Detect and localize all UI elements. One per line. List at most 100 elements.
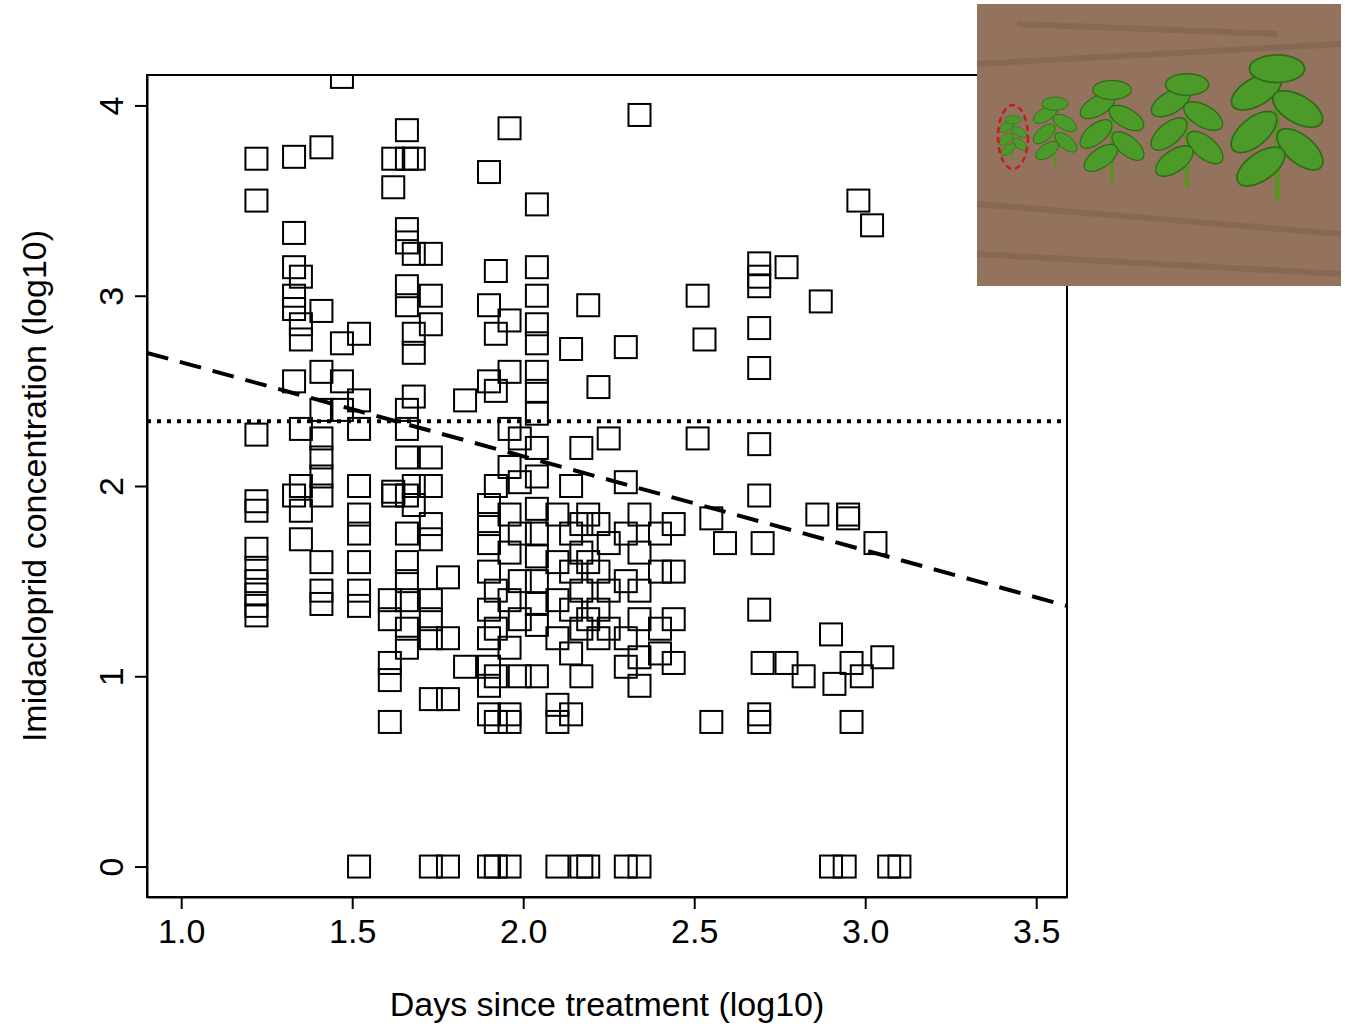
point (526, 380, 548, 402)
point (245, 190, 267, 212)
point (485, 260, 507, 282)
point (820, 623, 842, 645)
point (379, 652, 401, 674)
point (485, 711, 507, 733)
point (382, 176, 404, 198)
point (546, 551, 568, 573)
photo-leaf (999, 141, 1018, 158)
point (649, 618, 671, 640)
x-axis: 1.01.52.02.53.03.5 (148, 897, 1068, 950)
point (820, 856, 842, 878)
photo-leaf (1093, 80, 1131, 99)
point (560, 703, 582, 725)
point (437, 856, 459, 878)
x-tick: 2.0 (500, 897, 547, 950)
point (598, 580, 620, 602)
point (283, 146, 305, 168)
x-tick-label: 1.0 (158, 912, 205, 950)
point (245, 490, 267, 512)
point (348, 523, 370, 545)
point (752, 652, 774, 674)
reference-line (147, 419, 1067, 423)
point (663, 608, 685, 630)
point (283, 298, 305, 320)
point (628, 542, 650, 564)
point (478, 627, 500, 649)
point (752, 532, 774, 554)
y-tick-label: 0 (92, 858, 130, 877)
point (693, 328, 715, 350)
point (851, 665, 873, 687)
point (454, 656, 476, 678)
y-tick-mark (135, 295, 147, 297)
point (403, 386, 425, 408)
point (420, 243, 442, 265)
point (403, 243, 425, 265)
point (245, 424, 267, 446)
x-tick-label: 1.5 (329, 912, 376, 950)
photo-leaf (1010, 124, 1029, 140)
point (526, 614, 548, 636)
y-axis-title: Imidacloprid concentration (log10) (15, 230, 53, 742)
y-tick-mark (135, 866, 147, 868)
y-tick-label: 4 (92, 96, 130, 115)
point (396, 119, 418, 141)
y-tick-mark (135, 105, 147, 107)
point (290, 528, 312, 550)
point (437, 627, 459, 649)
point (283, 485, 305, 507)
point (546, 856, 568, 878)
point (526, 665, 548, 687)
point (420, 528, 442, 550)
point (499, 309, 521, 331)
point (577, 856, 599, 878)
point (485, 323, 507, 345)
point (526, 498, 548, 520)
point (509, 570, 531, 592)
point (649, 642, 671, 664)
point (310, 136, 332, 158)
point (348, 551, 370, 573)
y-tick-label: 1 (92, 667, 130, 686)
point (509, 523, 531, 545)
y-tick-label: 2 (92, 477, 130, 496)
point (499, 856, 521, 878)
point (499, 637, 521, 659)
point (348, 856, 370, 878)
y-tick: 2 (92, 477, 147, 496)
point (615, 570, 637, 592)
point (598, 532, 620, 554)
inset-photo (977, 4, 1341, 286)
point (776, 652, 798, 674)
point (245, 148, 267, 170)
point (810, 290, 832, 312)
y-tick: 3 (92, 287, 147, 306)
point (570, 665, 592, 687)
point (628, 580, 650, 602)
point (310, 485, 332, 507)
photo-highlight (998, 105, 1028, 169)
x-tick-label: 3.0 (842, 912, 889, 950)
point (748, 357, 770, 379)
point (663, 513, 685, 535)
point (485, 856, 507, 878)
point (396, 589, 418, 611)
photo-leaf (1050, 111, 1079, 136)
point (861, 214, 883, 236)
trend-line (147, 353, 1067, 606)
point (310, 361, 332, 383)
photo-leaf (1267, 83, 1329, 135)
point (526, 193, 548, 215)
x-tick: 2.5 (671, 897, 718, 950)
photo-plant (1224, 55, 1330, 201)
plot-area (147, 75, 1067, 878)
point (888, 856, 910, 878)
point (628, 504, 650, 526)
point (396, 637, 418, 659)
point (526, 256, 548, 278)
y-tick-mark (135, 486, 147, 488)
point (628, 104, 650, 126)
point (748, 252, 770, 274)
point (714, 532, 736, 554)
point (382, 148, 404, 170)
